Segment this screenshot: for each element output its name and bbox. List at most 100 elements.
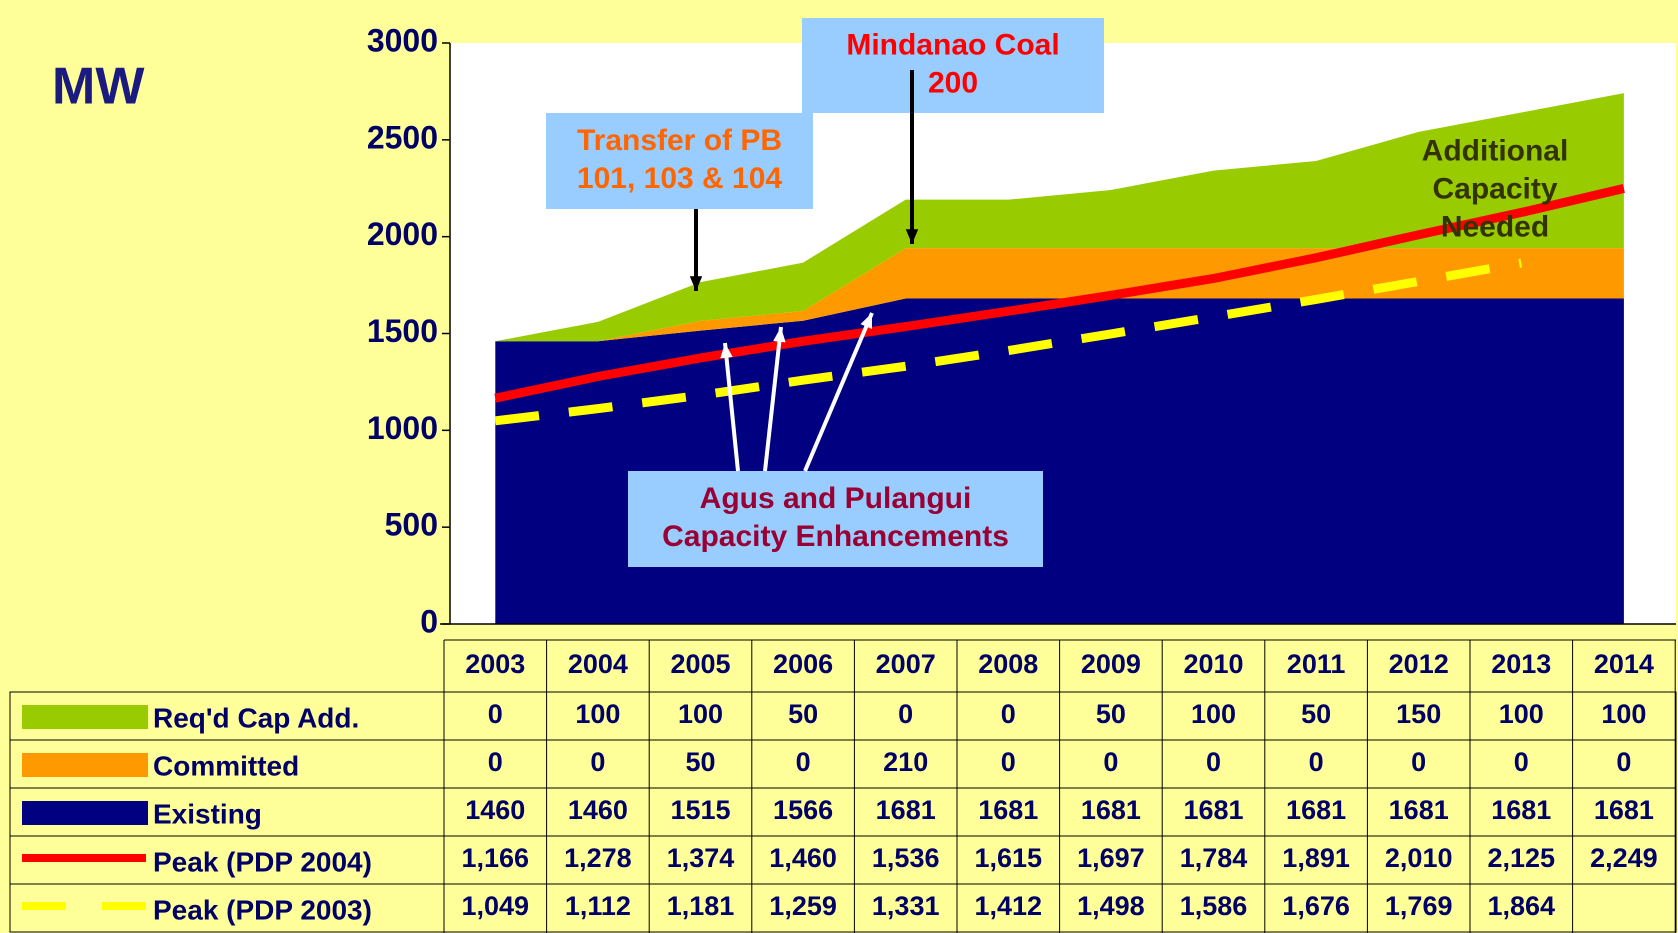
- area: [495, 298, 1624, 624]
- annotation-text: Agus and Pulangui: [700, 482, 972, 515]
- table-cell: 100: [1601, 699, 1646, 729]
- line: [494, 258, 1523, 426]
- table-cell: 1681: [1081, 795, 1141, 825]
- y-axis-label: MW: [52, 58, 145, 116]
- table-cell: 1,697: [1077, 843, 1145, 873]
- legend-swatch: [22, 753, 148, 777]
- y-tick-label: 0: [420, 603, 438, 639]
- table-cell: 0: [1206, 747, 1221, 777]
- legend-swatch: [22, 801, 148, 825]
- area: [495, 93, 1624, 342]
- table-cell: 1,460: [769, 843, 837, 873]
- legend-label: Committed: [153, 750, 299, 781]
- table-cell: 2,010: [1385, 843, 1453, 873]
- table-cell: 50: [1096, 699, 1126, 729]
- x-tick-label: 2014: [1594, 649, 1654, 679]
- legend-label: Existing: [153, 798, 262, 829]
- arrow-head: [773, 327, 786, 343]
- area: [495, 248, 1624, 342]
- table-cell: 0: [488, 699, 503, 729]
- table-cell: 0: [1001, 699, 1016, 729]
- line: [494, 184, 1625, 403]
- y-tick-label: 1000: [367, 410, 438, 446]
- table-cell: 1,784: [1180, 843, 1248, 873]
- annotation-text: Additional: [1422, 134, 1569, 167]
- legend-label: Peak (PDP 2004): [153, 846, 372, 877]
- table-cell: 1,615: [975, 843, 1043, 873]
- table-cell: 0: [1411, 747, 1426, 777]
- annotation-box: [628, 471, 1043, 567]
- table-cell: 1681: [876, 795, 936, 825]
- table-cell: 1681: [978, 795, 1038, 825]
- table-cell: 100: [575, 699, 620, 729]
- table-cell: 1,498: [1077, 891, 1145, 921]
- annotation-text: Mindanao Coal: [846, 28, 1059, 61]
- arrow-head: [689, 276, 703, 291]
- table-cell: 1,331: [872, 891, 940, 921]
- table-cell: 1,586: [1180, 891, 1248, 921]
- table-cell: 100: [678, 699, 723, 729]
- table-cell: 1,769: [1385, 891, 1453, 921]
- arrow: [723, 342, 740, 472]
- table-cell: 0: [1103, 747, 1118, 777]
- table-cell: 1681: [1389, 795, 1449, 825]
- table-cell: 1460: [568, 795, 628, 825]
- table-cell: 1,374: [667, 843, 735, 873]
- table-cell: 1,412: [975, 891, 1043, 921]
- x-tick-label: 2005: [670, 649, 730, 679]
- table-cell: 1460: [465, 795, 525, 825]
- table-cell: 210: [883, 747, 928, 777]
- table-cell: 1515: [670, 795, 730, 825]
- y-tick-label: 1500: [367, 313, 438, 349]
- table-cell: 1681: [1594, 795, 1654, 825]
- table-cell: 1,864: [1488, 891, 1556, 921]
- x-tick-label: 2011: [1287, 649, 1346, 679]
- table-cell: 100: [1191, 699, 1236, 729]
- x-tick-label: 2010: [1183, 649, 1243, 679]
- legend-label: Req'd Cap Add.: [153, 702, 359, 733]
- table-cell: 100: [1499, 699, 1544, 729]
- table-cell: 0: [590, 747, 605, 777]
- table-cell: 0: [796, 747, 811, 777]
- table-cell: 0: [1616, 747, 1631, 777]
- annotation-text: Capacity Enhancements: [662, 520, 1009, 553]
- arrow-head: [860, 313, 872, 329]
- table-cell: 1,536: [872, 843, 940, 873]
- table-cell: 1,891: [1282, 843, 1350, 873]
- annotation-box: [546, 113, 813, 209]
- table-cell: 1681: [1286, 795, 1346, 825]
- x-tick-label: 2007: [876, 649, 936, 679]
- y-tick-label: 500: [385, 507, 438, 543]
- y-tick-label: 3000: [367, 22, 438, 58]
- table-cell: 2,125: [1488, 843, 1556, 873]
- table-cell: 0: [1514, 747, 1529, 777]
- legend-label: Peak (PDP 2003): [153, 894, 372, 925]
- table-cell: 0: [1309, 747, 1324, 777]
- table-cell: 1,676: [1282, 891, 1350, 921]
- arrow: [763, 326, 783, 472]
- annotation-text: 101, 103 & 104: [577, 162, 782, 195]
- table-cell: 1,259: [769, 891, 837, 921]
- table-cell: 1,278: [564, 843, 632, 873]
- arrow-head: [720, 343, 733, 359]
- annotation-text: 200: [928, 66, 978, 99]
- table-cell: 1,181: [667, 891, 735, 921]
- y-tick-label: 2000: [367, 216, 438, 252]
- table-cell: 0: [898, 699, 913, 729]
- x-tick-label: 2006: [773, 649, 833, 679]
- annotation-text: Transfer of PB: [577, 124, 782, 157]
- x-tick-label: 2013: [1491, 649, 1551, 679]
- x-tick-label: 2004: [568, 649, 628, 679]
- table-cell: 150: [1396, 699, 1441, 729]
- arrow-head: [905, 229, 919, 244]
- table-cell: 1681: [1183, 795, 1243, 825]
- table-cell: 1566: [773, 795, 833, 825]
- x-tick-label: 2008: [978, 649, 1038, 679]
- y-tick-label: 2500: [367, 119, 438, 155]
- x-tick-label: 2009: [1081, 649, 1141, 679]
- table-cell: 2,249: [1590, 843, 1658, 873]
- table-cell: 0: [488, 747, 503, 777]
- table-cell: 50: [788, 699, 818, 729]
- table-cell: 50: [685, 747, 715, 777]
